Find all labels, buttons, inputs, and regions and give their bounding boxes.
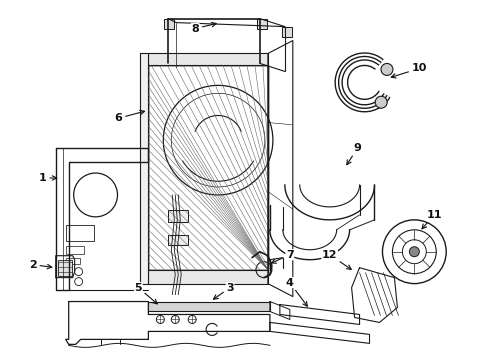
Bar <box>148 270 268 284</box>
Bar <box>164 19 174 28</box>
Text: 7: 7 <box>271 250 294 263</box>
Bar <box>66 258 80 264</box>
Text: 4: 4 <box>286 278 307 306</box>
Text: 11: 11 <box>422 210 442 229</box>
Text: 9: 9 <box>347 143 362 165</box>
Text: 1: 1 <box>39 173 57 183</box>
Circle shape <box>409 247 419 257</box>
Bar <box>148 54 268 66</box>
Bar <box>257 19 267 28</box>
Circle shape <box>381 63 393 75</box>
Bar <box>66 225 94 241</box>
Bar <box>58 260 72 276</box>
Bar <box>168 210 188 222</box>
Text: 6: 6 <box>115 110 145 123</box>
Circle shape <box>375 96 387 108</box>
Text: 12: 12 <box>322 250 351 269</box>
Text: 10: 10 <box>392 63 427 78</box>
Bar <box>282 27 292 37</box>
Text: 3: 3 <box>214 283 234 299</box>
Text: 2: 2 <box>29 260 52 270</box>
Bar <box>148 66 268 270</box>
Text: 8: 8 <box>191 22 216 33</box>
Bar <box>148 66 268 270</box>
Bar <box>141 54 148 284</box>
Bar <box>66 246 84 254</box>
Bar <box>148 302 270 311</box>
Bar <box>168 235 188 245</box>
Text: 5: 5 <box>135 283 157 304</box>
